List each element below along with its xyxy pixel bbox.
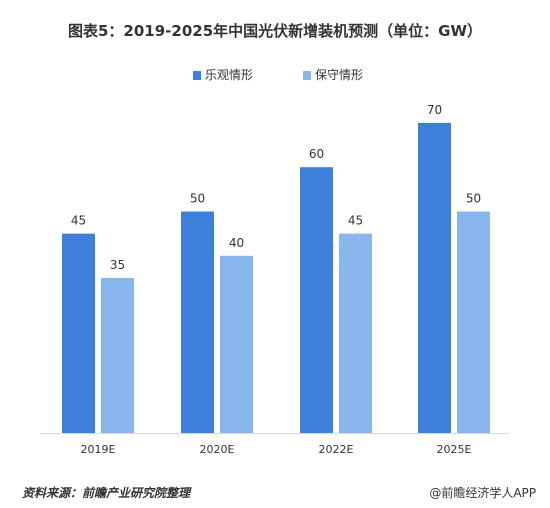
x-tick-label-2019E: 2019E: [81, 443, 116, 456]
legend-label-optimistic: 乐观情形: [205, 68, 254, 82]
data-label-conservative-2019E: 35: [110, 258, 125, 272]
legend-swatch-conservative: [303, 71, 311, 80]
data-label-optimistic-2022E: 60: [309, 147, 324, 161]
bar-optimistic-2020E: [181, 211, 214, 433]
data-label-optimistic-2019E: 45: [71, 214, 86, 228]
bar-conservative-2019E: [101, 277, 134, 433]
chart-legend: 乐观情形 保守情形: [0, 66, 550, 86]
data-label-optimistic-2025E: 70: [427, 103, 442, 117]
data-label-conservative-2025E: 50: [466, 192, 481, 206]
legend-label-conservative: 保守情形: [315, 68, 364, 82]
x-tick-label-2020E: 2020E: [200, 443, 235, 456]
brand-credit: @前瞻经济学人APP: [429, 486, 536, 500]
bar-conservative-2022E: [339, 233, 372, 433]
x-tick-label-2022E: 2022E: [319, 443, 354, 456]
source-note: 资料来源：前瞻产业研究院整理: [22, 486, 191, 500]
bar-optimistic-2019E: [62, 233, 95, 433]
bar-optimistic-2025E: [418, 122, 451, 434]
bar-conservative-2025E: [457, 211, 490, 433]
bar-conservative-2020E: [220, 255, 253, 433]
chart-title: 图表5：2019-2025年中国光伏新增装机预测（单位：GW）: [67, 22, 483, 40]
x-tick-label-2025E: 2025E: [437, 443, 472, 456]
bar-optimistic-2022E: [300, 167, 333, 433]
data-label-conservative-2020E: 40: [229, 236, 244, 250]
legend-swatch-optimistic: [193, 71, 201, 80]
data-label-conservative-2022E: 45: [348, 214, 363, 228]
data-label-optimistic-2020E: 50: [190, 192, 205, 206]
